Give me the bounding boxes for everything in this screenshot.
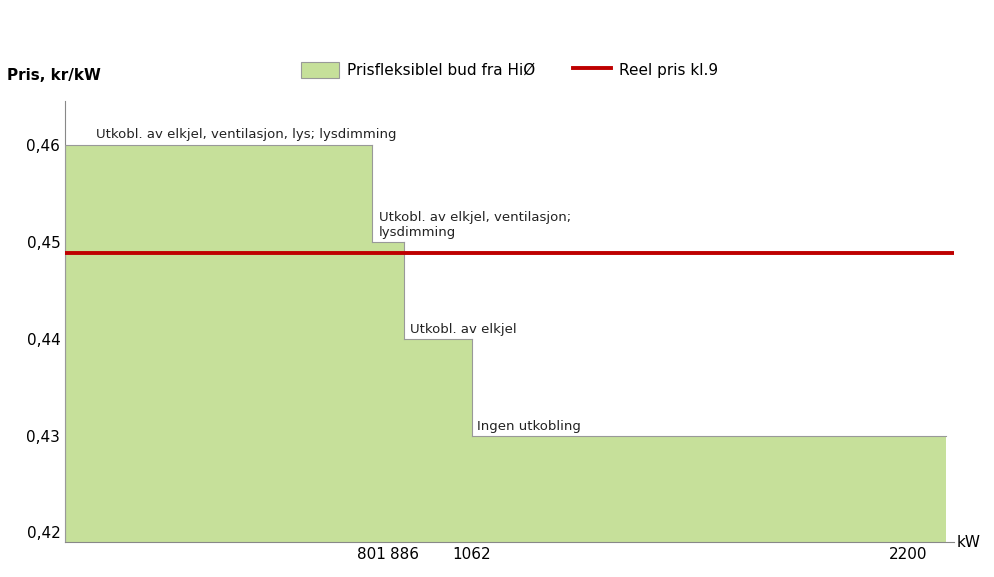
Text: Ingen utkobling: Ingen utkobling [476,419,580,433]
Text: Pris, kr/kW: Pris, kr/kW [7,69,101,84]
Legend: Prisfleksiblel bud fra HiØ, Reel pris kl.9: Prisfleksiblel bud fra HiØ, Reel pris kl… [294,56,724,84]
Text: Utkobl. av elkjel, ventilasjon;
lysdimming: Utkobl. av elkjel, ventilasjon; lysdimmi… [379,211,571,239]
Text: Utkobl. av elkjel: Utkobl. av elkjel [410,323,516,336]
Text: Utkobl. av elkjel, ventilasjon, lys; lysdimming: Utkobl. av elkjel, ventilasjon, lys; lys… [95,128,396,141]
Text: kW: kW [955,535,979,550]
